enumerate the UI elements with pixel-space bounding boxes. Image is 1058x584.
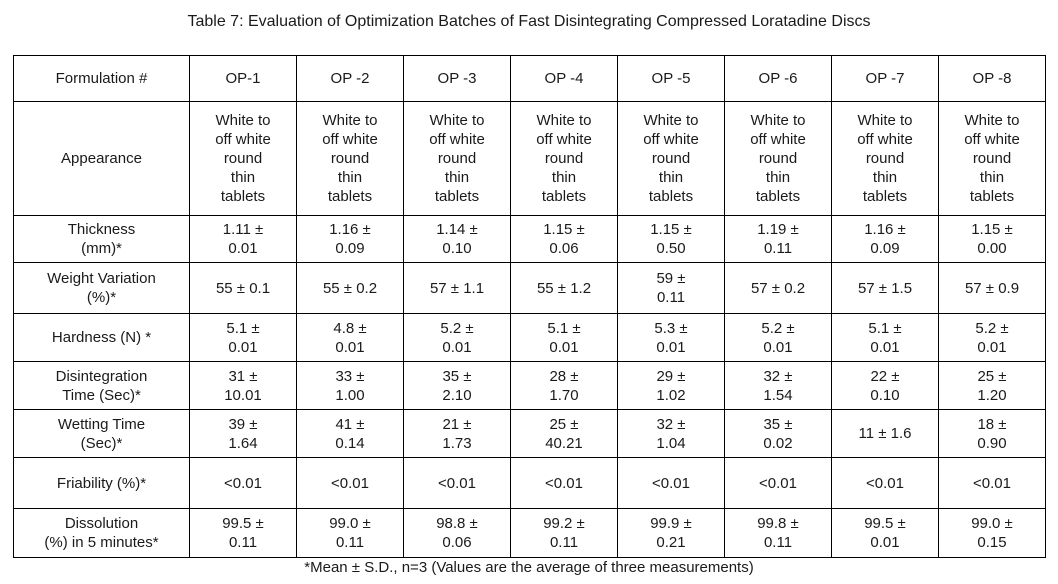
table-title: Table 7: Evaluation of Optimization Batc… bbox=[187, 13, 871, 30]
table-cell: 4.8 ± 0.01 bbox=[296, 313, 404, 362]
header-op8: OP -8 bbox=[938, 55, 1046, 102]
table-cell: 28 ± 1.70 bbox=[510, 361, 618, 410]
table-cell: 1.15 ± 0.06 bbox=[510, 215, 618, 263]
table-cell: 1.14 ± 0.10 bbox=[403, 215, 511, 263]
header-op4: OP -4 bbox=[510, 55, 618, 102]
table-cell: 35 ± 0.02 bbox=[724, 409, 832, 458]
table-cell: 1.16 ± 0.09 bbox=[296, 215, 404, 263]
table-cell: <0.01 bbox=[189, 457, 297, 509]
table-cell: 32 ± 1.54 bbox=[724, 361, 832, 410]
table-cell: 25 ± 40.21 bbox=[510, 409, 618, 458]
table-cell: <0.01 bbox=[831, 457, 939, 509]
table-cell: 57 ± 1.1 bbox=[403, 262, 511, 314]
table-cell: 99.0 ± 0.15 bbox=[938, 508, 1046, 558]
row-label: Thickness (mm)* bbox=[13, 215, 190, 263]
row-label: Weight Variation (%)* bbox=[13, 262, 190, 314]
table-header-row: Formulation # OP-1 OP -2 OP -3 OP -4 OP … bbox=[13, 55, 1046, 102]
table-cell: 18 ± 0.90 bbox=[938, 409, 1046, 458]
table-cell: 99.8 ± 0.11 bbox=[724, 508, 832, 558]
row-weight-variation: Weight Variation (%)* 55 ± 0.1 55 ± 0.2 … bbox=[13, 262, 1046, 314]
table-cell: White to off white round thin tablets bbox=[296, 101, 404, 216]
table-cell: 99.0 ± 0.11 bbox=[296, 508, 404, 558]
row-label: Hardness (N) * bbox=[13, 313, 190, 362]
table-cell: 5.2 ± 0.01 bbox=[724, 313, 832, 362]
table-cell: 21 ± 1.73 bbox=[403, 409, 511, 458]
table-cell: White to off white round thin tablets bbox=[938, 101, 1046, 216]
table-cell: 5.2 ± 0.01 bbox=[403, 313, 511, 362]
table-cell: 57 ± 0.9 bbox=[938, 262, 1046, 314]
row-appearance: Appearance White to off white round thin… bbox=[13, 101, 1046, 216]
table-cell: <0.01 bbox=[510, 457, 618, 509]
table-cell: 98.8 ± 0.06 bbox=[403, 508, 511, 558]
table-cell: White to off white round thin tablets bbox=[189, 101, 297, 216]
table-cell: White to off white round thin tablets bbox=[510, 101, 618, 216]
table-cell: 57 ± 0.2 bbox=[724, 262, 832, 314]
row-label: Disintegration Time (Sec)* bbox=[13, 361, 190, 410]
header-op7: OP -7 bbox=[831, 55, 939, 102]
table-cell: 1.11 ± 0.01 bbox=[189, 215, 297, 263]
table-cell: 22 ± 0.10 bbox=[831, 361, 939, 410]
header-op5: OP -5 bbox=[617, 55, 725, 102]
table-cell: 99.2 ± 0.11 bbox=[510, 508, 618, 558]
row-label: Dissolution (%) in 5 minutes* bbox=[13, 508, 190, 558]
table-cell: White to off white round thin tablets bbox=[617, 101, 725, 216]
evaluation-table: Formulation # OP-1 OP -2 OP -3 OP -4 OP … bbox=[13, 55, 1046, 558]
row-friability: Friability (%)* <0.01 <0.01 <0.01 <0.01 … bbox=[13, 457, 1046, 509]
row-disintegration-time: Disintegration Time (Sec)* 31 ± 10.01 33… bbox=[13, 361, 1046, 410]
row-label: Appearance bbox=[13, 101, 190, 216]
table-cell: 5.3 ± 0.01 bbox=[617, 313, 725, 362]
table-cell: 55 ± 1.2 bbox=[510, 262, 618, 314]
table-cell: 99.9 ± 0.21 bbox=[617, 508, 725, 558]
table-footnote: *Mean ± S.D., n=3 (Values are the averag… bbox=[304, 559, 754, 576]
header-op3: OP -3 bbox=[403, 55, 511, 102]
table-cell: 5.1 ± 0.01 bbox=[831, 313, 939, 362]
row-label: Friability (%)* bbox=[13, 457, 190, 509]
row-thickness: Thickness (mm)* 1.11 ± 0.01 1.16 ± 0.09 … bbox=[13, 215, 1046, 263]
table-cell: <0.01 bbox=[403, 457, 511, 509]
table-cell: 39 ± 1.64 bbox=[189, 409, 297, 458]
table-cell: <0.01 bbox=[724, 457, 832, 509]
table-cell: 31 ± 10.01 bbox=[189, 361, 297, 410]
table-cell: <0.01 bbox=[938, 457, 1046, 509]
table-cell: <0.01 bbox=[296, 457, 404, 509]
table-cell: 32 ± 1.04 bbox=[617, 409, 725, 458]
table-cell: 1.16 ± 0.09 bbox=[831, 215, 939, 263]
row-label: Wetting Time (Sec)* bbox=[13, 409, 190, 458]
row-wetting-time: Wetting Time (Sec)* 39 ± 1.64 41 ± 0.14 … bbox=[13, 409, 1046, 458]
table-cell: 55 ± 0.1 bbox=[189, 262, 297, 314]
table-cell: 1.19 ± 0.11 bbox=[724, 215, 832, 263]
table-cell: 1.15 ± 0.50 bbox=[617, 215, 725, 263]
table-cell: 5.2 ± 0.01 bbox=[938, 313, 1046, 362]
row-dissolution: Dissolution (%) in 5 minutes* 99.5 ± 0.1… bbox=[13, 508, 1046, 558]
table-cell: 41 ± 0.14 bbox=[296, 409, 404, 458]
table-cell: 1.15 ± 0.00 bbox=[938, 215, 1046, 263]
table-cell: 99.5 ± 0.01 bbox=[831, 508, 939, 558]
table-cell: 99.5 ± 0.11 bbox=[189, 508, 297, 558]
table-cell: White to off white round thin tablets bbox=[831, 101, 939, 216]
header-formulation: Formulation # bbox=[13, 55, 190, 102]
table-cell: 29 ± 1.02 bbox=[617, 361, 725, 410]
table-cell: 5.1 ± 0.01 bbox=[189, 313, 297, 362]
row-hardness: Hardness (N) * 5.1 ± 0.01 4.8 ± 0.01 5.2… bbox=[13, 313, 1046, 362]
header-op2: OP -2 bbox=[296, 55, 404, 102]
table-cell: 25 ± 1.20 bbox=[938, 361, 1046, 410]
table-cell: 35 ± 2.10 bbox=[403, 361, 511, 410]
table-cell: 55 ± 0.2 bbox=[296, 262, 404, 314]
table-cell: White to off white round thin tablets bbox=[724, 101, 832, 216]
table-cell: White to off white round thin tablets bbox=[403, 101, 511, 216]
table-cell: 59 ± 0.11 bbox=[617, 262, 725, 314]
table-cell: <0.01 bbox=[617, 457, 725, 509]
header-op1: OP-1 bbox=[189, 55, 297, 102]
table-cell: 5.1 ± 0.01 bbox=[510, 313, 618, 362]
table-cell: 57 ± 1.5 bbox=[831, 262, 939, 314]
table-cell: 11 ± 1.6 bbox=[831, 409, 939, 458]
table-cell: 33 ± 1.00 bbox=[296, 361, 404, 410]
header-op6: OP -6 bbox=[724, 55, 832, 102]
